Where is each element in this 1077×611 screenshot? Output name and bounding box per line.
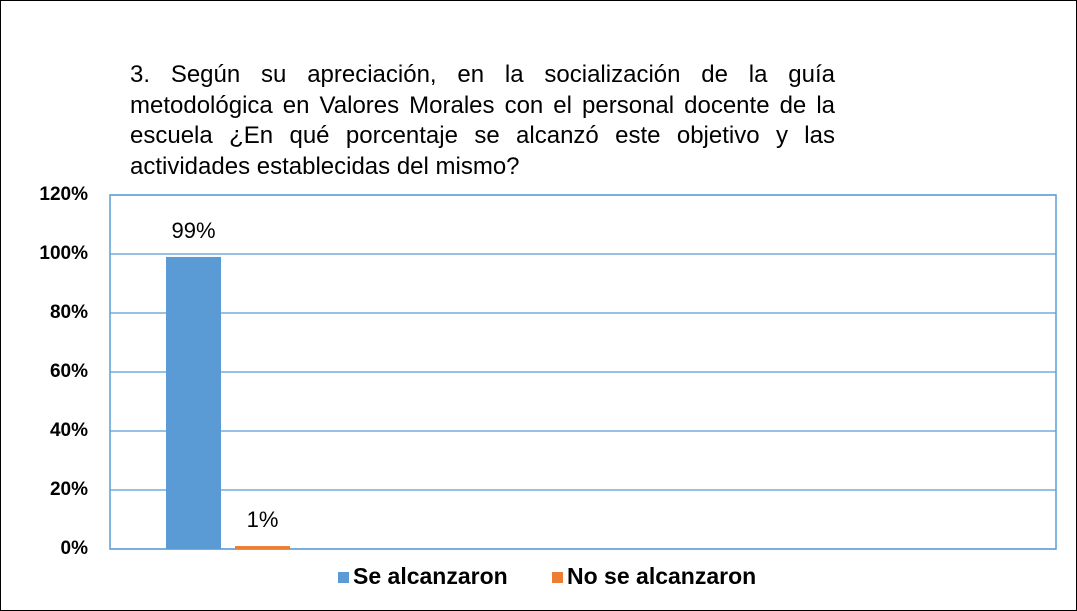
y-tick-label: 0% bbox=[61, 538, 89, 559]
legend-swatch bbox=[338, 572, 349, 583]
legend-label: Se alcanzaron bbox=[353, 563, 508, 589]
bar bbox=[235, 546, 290, 549]
y-tick-label: 40% bbox=[50, 420, 88, 441]
y-tick-label: 120% bbox=[39, 184, 88, 205]
y-tick-label: 60% bbox=[50, 361, 88, 382]
value-label: 1% bbox=[247, 507, 279, 532]
chart-title: 3. Según su apreciación, en la socializa… bbox=[130, 61, 835, 180]
plot-border bbox=[109, 194, 1057, 550]
y-tick-label: 80% bbox=[50, 302, 88, 323]
y-tick-label: 20% bbox=[50, 479, 88, 500]
value-label: 99% bbox=[171, 218, 215, 243]
y-tick-label: 100% bbox=[39, 243, 88, 264]
legend-label: No se alcanzaron bbox=[567, 563, 756, 589]
legend-swatch bbox=[552, 572, 563, 583]
bar bbox=[166, 256, 221, 549]
